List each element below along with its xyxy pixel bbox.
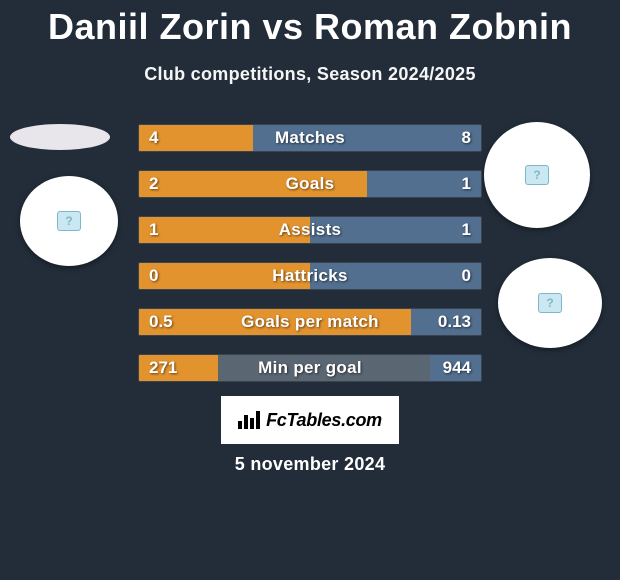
decor-ellipse-left [10, 124, 110, 150]
placeholder-icon: ? [538, 293, 562, 313]
stats-chart: 48Matches 21Goals 11Assists 00Hattricks 0.50… [138, 124, 482, 400]
avatar-player-left: ? [20, 176, 118, 266]
stat-label: Matches [139, 128, 481, 148]
stat-label: Min per goal [139, 358, 481, 378]
stat-label: Hattricks [139, 266, 481, 286]
bars-icon [238, 411, 260, 429]
stat-row: 11Assists [138, 216, 482, 244]
stat-row: 48Matches [138, 124, 482, 152]
placeholder-icon: ? [57, 211, 81, 231]
stat-row: 21Goals [138, 170, 482, 198]
stat-row: 00Hattricks [138, 262, 482, 290]
avatar-player-right-2: ? [498, 258, 602, 348]
page-subtitle: Club competitions, Season 2024/2025 [0, 64, 620, 85]
date-label: 5 november 2024 [0, 454, 620, 475]
stat-row: 271944Min per goal [138, 354, 482, 382]
avatar-player-right-1: ? [484, 122, 590, 228]
fctables-badge: FcTables.com [221, 396, 399, 444]
stat-label: Goals [139, 174, 481, 194]
stat-label: Goals per match [139, 312, 481, 332]
stat-row: 0.50.13Goals per match [138, 308, 482, 336]
badge-text: FcTables.com [266, 410, 382, 431]
stat-label: Assists [139, 220, 481, 240]
placeholder-icon: ? [525, 165, 549, 185]
page-title: Daniil Zorin vs Roman Zobnin [0, 0, 620, 48]
